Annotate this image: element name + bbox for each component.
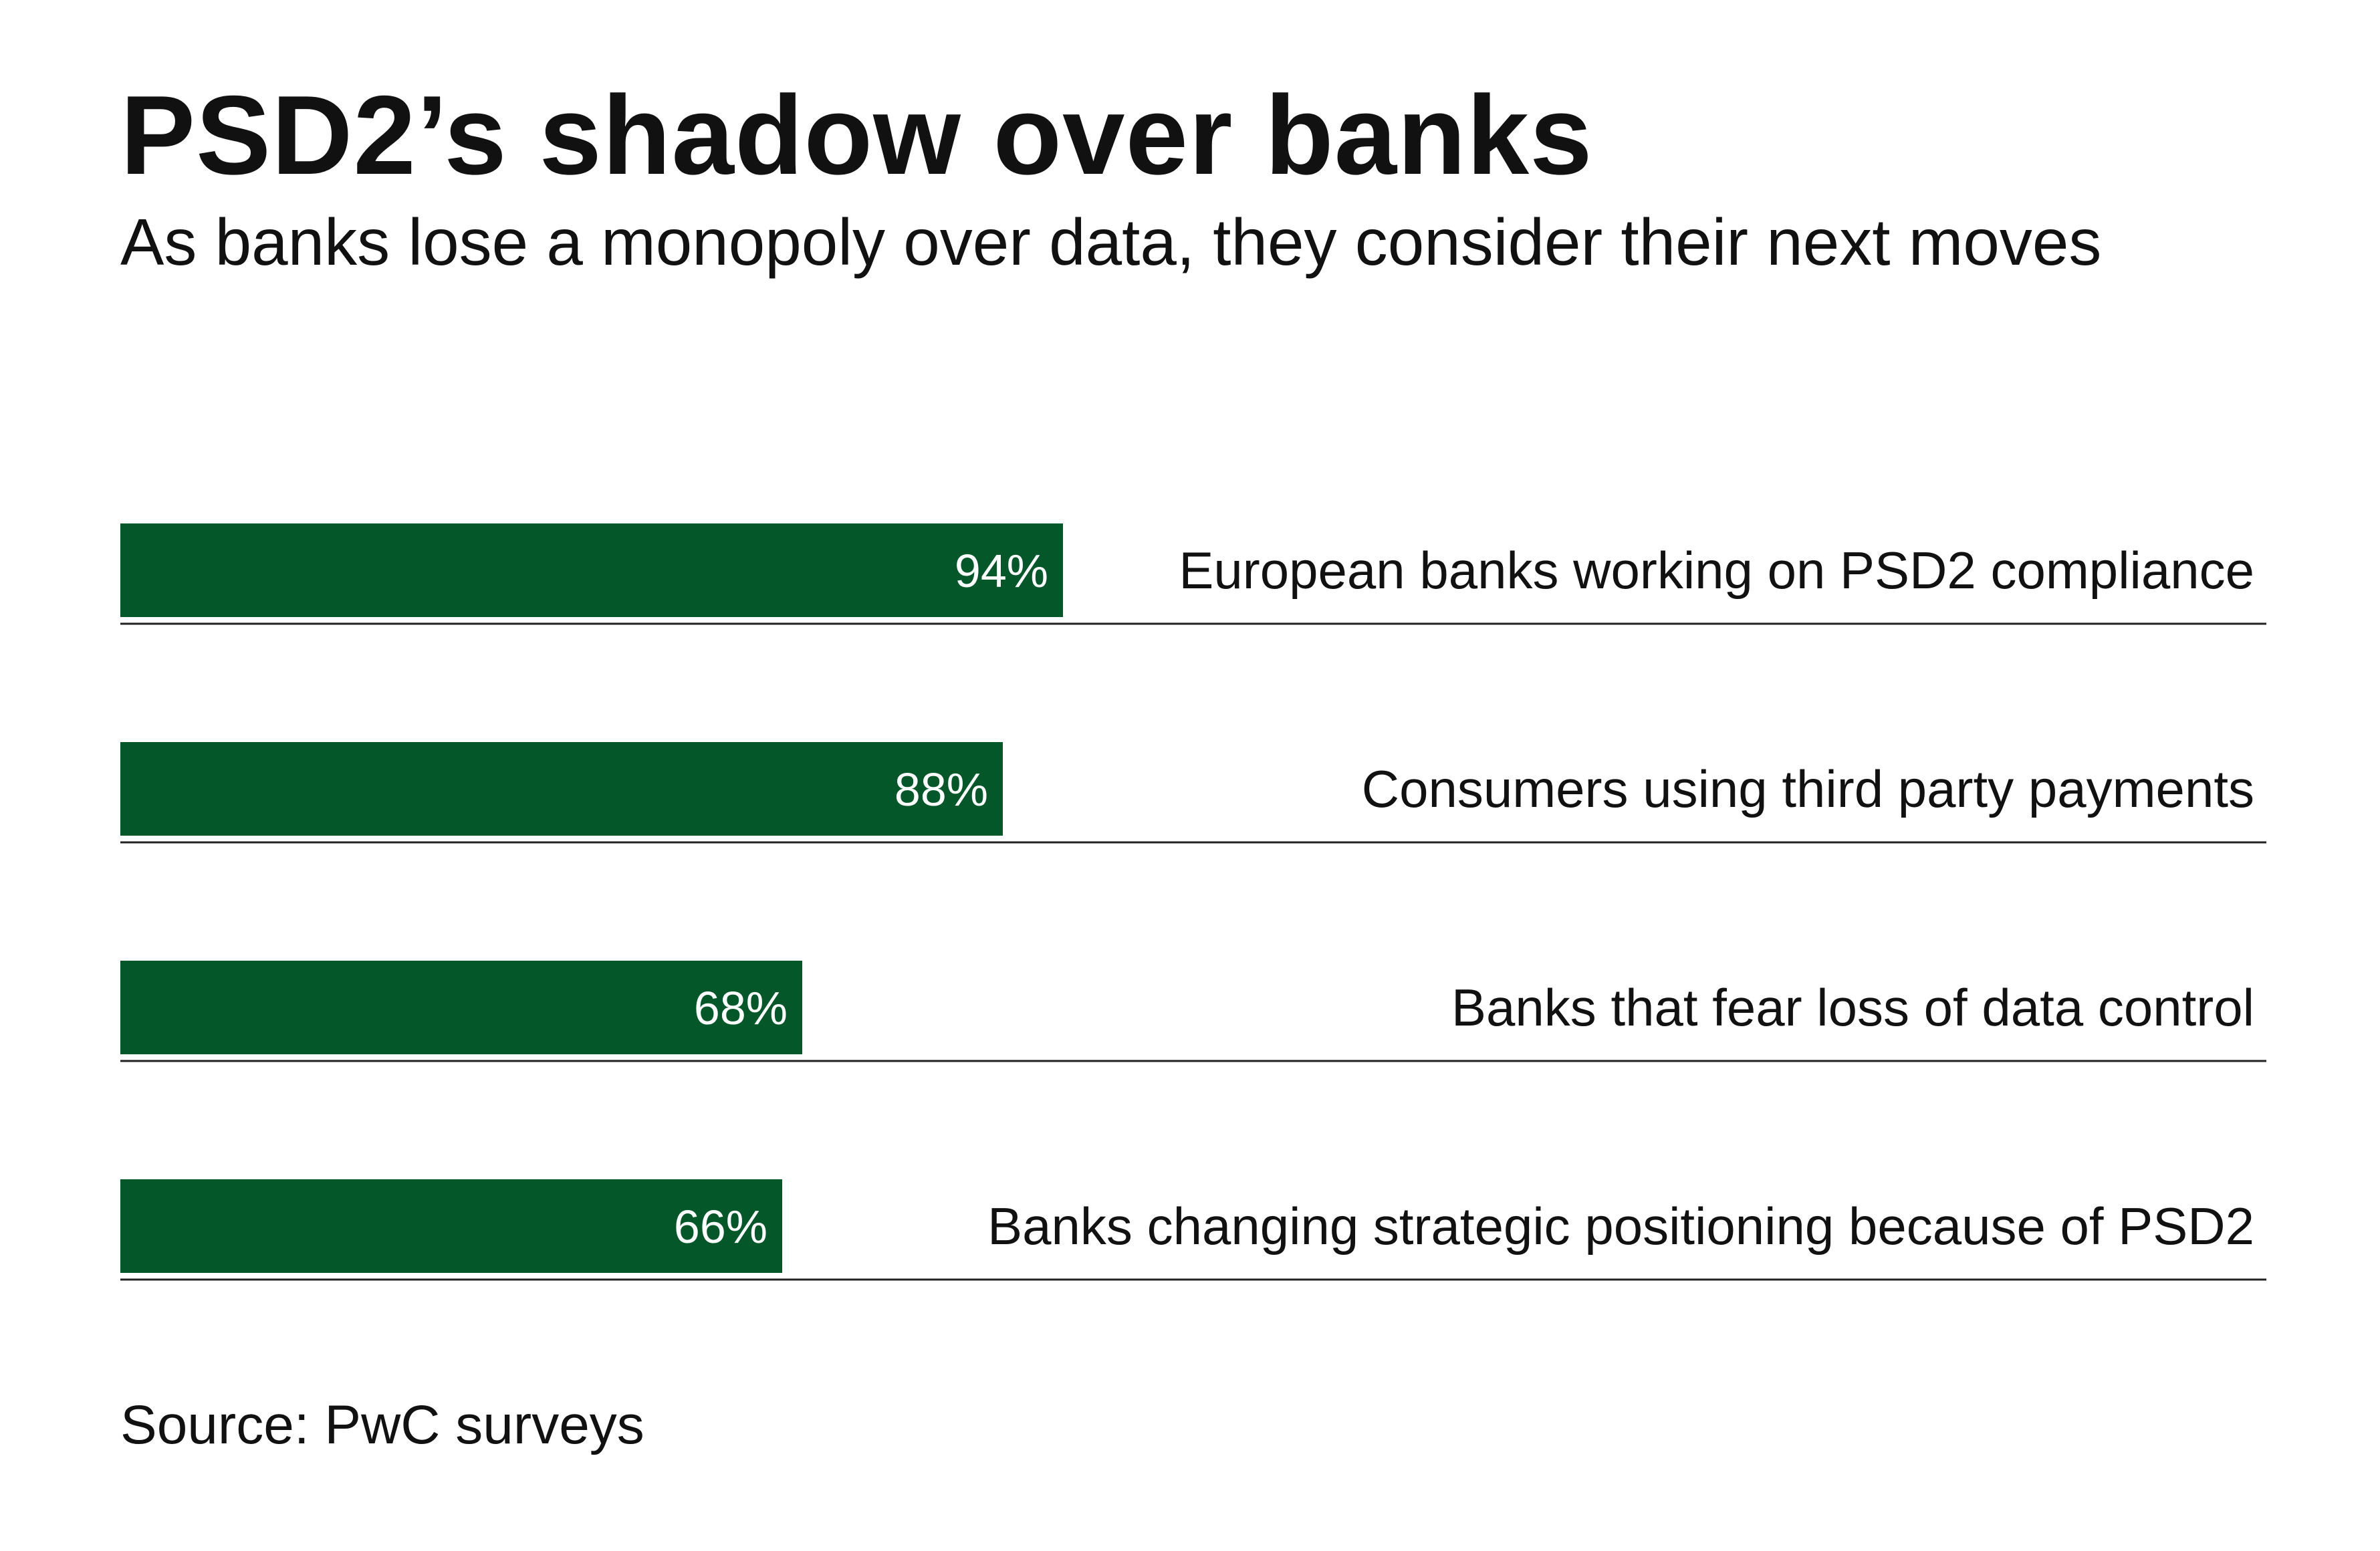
bar-2 <box>120 742 1003 836</box>
bar-1 <box>120 523 1063 617</box>
value-label-1: 94% <box>955 545 1048 597</box>
bar-4 <box>120 1179 782 1273</box>
category-label-4: Banks changing strategic positioning bec… <box>987 1197 2254 1256</box>
category-label-1: European banks working on PSD2 complianc… <box>1179 541 2254 600</box>
category-label-2: Consumers using third party payments <box>1362 759 2254 818</box>
value-label-4: 66% <box>674 1201 767 1253</box>
bar-3 <box>120 961 802 1054</box>
chart-title: PSD2’s shadow over banks <box>120 72 1593 198</box>
chart-subtitle: As banks lose a monopoly over data, they… <box>120 205 2102 279</box>
source-note: Source: PwC surveys <box>120 1395 644 1455</box>
category-label-3: Banks that fear loss of data control <box>1451 978 2254 1037</box>
value-label-3: 68% <box>694 982 788 1034</box>
bars-layer: 94% European banks working on PSD2 compli… <box>120 523 2266 1281</box>
value-label-2: 88% <box>895 763 988 816</box>
